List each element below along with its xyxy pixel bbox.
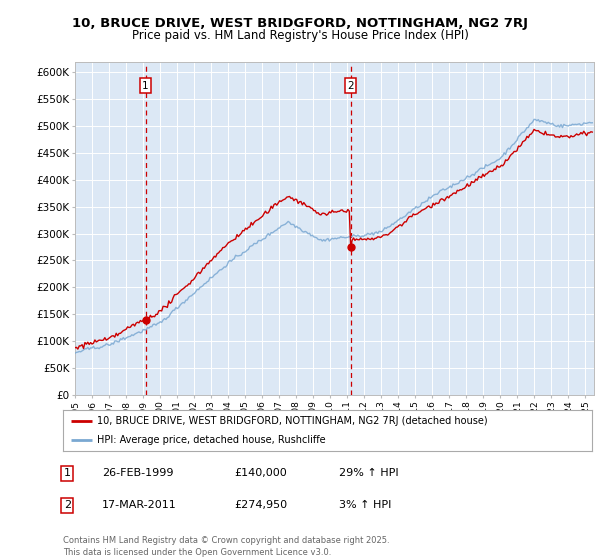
- Text: 29% ↑ HPI: 29% ↑ HPI: [339, 468, 398, 478]
- Text: 1: 1: [64, 468, 71, 478]
- Text: 10, BRUCE DRIVE, WEST BRIDGFORD, NOTTINGHAM, NG2 7RJ (detached house): 10, BRUCE DRIVE, WEST BRIDGFORD, NOTTING…: [97, 417, 488, 426]
- Text: Contains HM Land Registry data © Crown copyright and database right 2025.
This d: Contains HM Land Registry data © Crown c…: [63, 536, 389, 557]
- Text: £274,950: £274,950: [234, 500, 287, 510]
- Text: HPI: Average price, detached house, Rushcliffe: HPI: Average price, detached house, Rush…: [97, 435, 326, 445]
- Text: 10, BRUCE DRIVE, WEST BRIDGFORD, NOTTINGHAM, NG2 7RJ: 10, BRUCE DRIVE, WEST BRIDGFORD, NOTTING…: [72, 17, 528, 30]
- Text: 2: 2: [347, 81, 354, 91]
- Text: 1: 1: [142, 81, 149, 91]
- Text: 17-MAR-2011: 17-MAR-2011: [102, 500, 177, 510]
- Text: £140,000: £140,000: [234, 468, 287, 478]
- Text: 2: 2: [64, 500, 71, 510]
- Text: Price paid vs. HM Land Registry's House Price Index (HPI): Price paid vs. HM Land Registry's House …: [131, 29, 469, 42]
- Text: 26-FEB-1999: 26-FEB-1999: [102, 468, 173, 478]
- Text: 3% ↑ HPI: 3% ↑ HPI: [339, 500, 391, 510]
